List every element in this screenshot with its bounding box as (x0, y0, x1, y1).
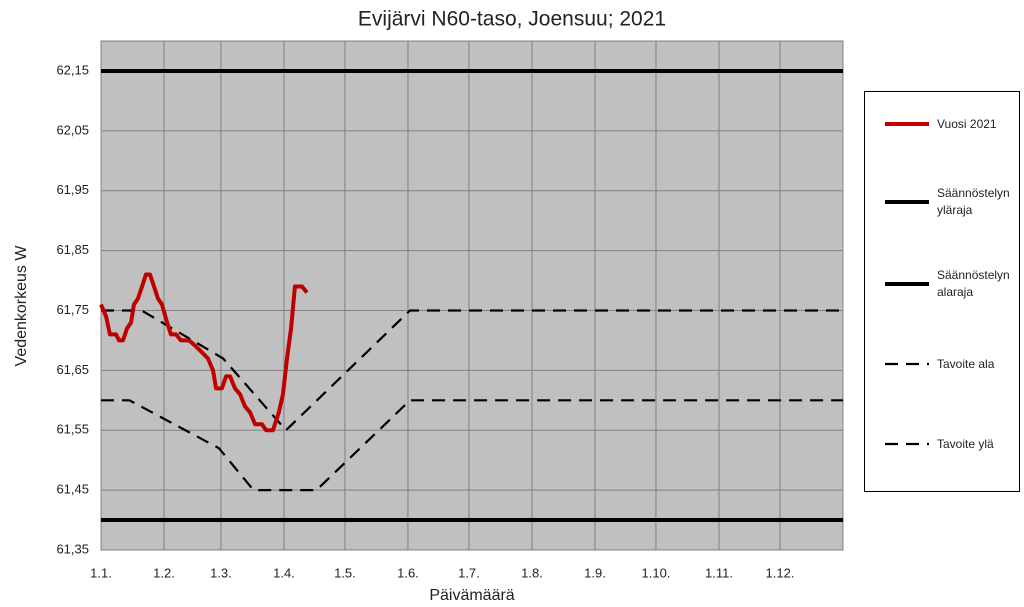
plot-border (100, 40, 844, 551)
y-tick-label: 61,55 (56, 422, 89, 437)
legend-entry: Säännöstelyn yläraja (883, 185, 1019, 219)
legend-swatch (885, 442, 929, 446)
series-line (101, 399, 843, 492)
y-tick-label: 62,05 (56, 122, 89, 137)
legend-entry: Vuosi 2021 (883, 107, 1019, 141)
x-tick-label: 1.6. (397, 565, 419, 580)
y-tick-label: 61,85 (56, 242, 89, 257)
x-tick-label: 1.3. (210, 565, 232, 580)
y-tick-label: 61,65 (56, 362, 89, 377)
chart-title: Evijärvi N60-taso, Joensuu; 2021 (358, 8, 666, 31)
series-line (99, 272, 309, 433)
x-tick-label: 1.11. (705, 565, 733, 580)
legend-label: Vuosi 2021 (937, 116, 997, 131)
x-tick-label: 1.5. (334, 565, 356, 580)
legend-swatch (885, 282, 929, 286)
legend-entry: Tavoite ala (883, 347, 1019, 381)
y-tick-label: 62,15 (56, 62, 89, 77)
legend-swatch (885, 362, 929, 366)
x-tick-label: 1.7. (458, 565, 480, 580)
legend-label: Tavoite ylä (937, 436, 994, 451)
legend-swatch (885, 200, 929, 204)
legend-label: Tavoite ala (937, 356, 995, 371)
legend-label: Säännöstelyn yläraja (937, 186, 1010, 217)
y-tick-label: 61,45 (56, 482, 89, 497)
plot-area (101, 41, 843, 550)
legend-swatch (885, 122, 929, 126)
x-tick-label: 1.8. (521, 565, 543, 580)
x-tick-label: 1.9. (584, 565, 606, 580)
x-tick-label: 1.4. (273, 565, 295, 580)
y-tick-label: 61,95 (56, 182, 89, 197)
y-tick-label: 61,35 (56, 541, 89, 556)
y-tick-label: 61,75 (56, 302, 89, 317)
legend: Vuosi 2021 Säännöstelyn yläraja Säännöstel… (864, 91, 1020, 492)
x-tick-label: 1.12. (766, 565, 795, 580)
legend-label: Säännöstelyn alaraja (937, 268, 1010, 299)
x-axis-label: Päivämäärä (429, 587, 514, 604)
x-tick-label: 1.10. (642, 565, 671, 580)
x-tick-label: 1.2. (153, 565, 175, 580)
x-tick-label: 1.1. (90, 565, 112, 580)
legend-entry: Säännöstelyn alaraja (883, 267, 1019, 301)
legend-entry: Tavoite ylä (883, 427, 1019, 461)
y-axis-label: Vedenkorkeus W (13, 245, 30, 367)
